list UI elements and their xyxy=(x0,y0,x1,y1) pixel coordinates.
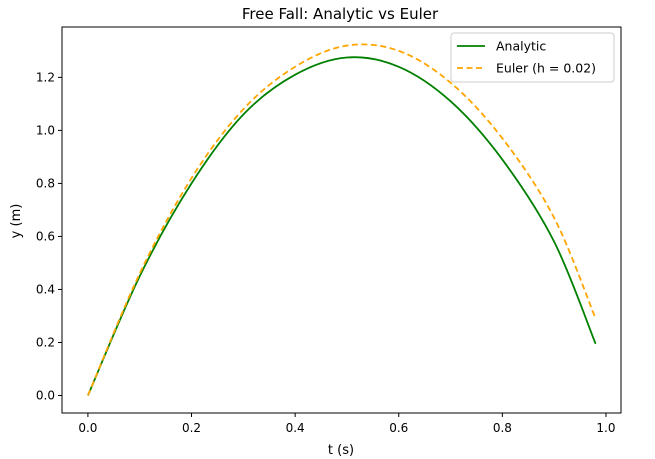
legend-label: Analytic xyxy=(496,39,546,54)
series-lines xyxy=(87,43,597,396)
legend-box xyxy=(450,32,615,83)
x-axis: 0.0 0.2 0.4 0.6 0.8 1.0 xyxy=(78,413,616,435)
series-line-0 xyxy=(87,56,597,396)
x-axis-label: t (s) xyxy=(328,443,354,458)
x-tick-label: 1.0 xyxy=(596,421,615,435)
y-tick-label: 0.6 xyxy=(36,229,55,243)
y-tick-label: 1.0 xyxy=(36,123,55,137)
y-tick-label: 0.0 xyxy=(36,389,55,403)
y-tick-label: 0.8 xyxy=(36,176,55,190)
x-tick-label: 0.0 xyxy=(78,421,97,435)
x-tick-label: 0.8 xyxy=(493,421,512,435)
y-tick-label: 0.2 xyxy=(36,335,55,349)
y-axis-label: y (m) xyxy=(9,204,24,239)
plot-area: 0.0 0.2 0.4 0.6 0.8 1.0 0.0 0.2 0.4 0.6 0.8 1.0 1.2 xyxy=(36,26,622,435)
x-tick-label: 0.2 xyxy=(182,421,201,435)
legend-label: Euler (h = 0.02) xyxy=(496,61,596,76)
y-tick-label: 0.4 xyxy=(36,282,55,296)
x-tick-label: 0.4 xyxy=(286,421,305,435)
y-tick-label: 1.2 xyxy=(36,70,55,84)
y-axis: 0.0 0.2 0.4 0.6 0.8 1.0 1.2 xyxy=(36,70,62,403)
legend: Analytic Euler (h = 0.02) xyxy=(450,32,615,83)
chart-title: Free Fall: Analytic vs Euler xyxy=(242,5,439,23)
x-tick-label: 0.6 xyxy=(389,421,408,435)
legend-entries: Analytic Euler (h = 0.02) xyxy=(457,39,596,76)
plot-frame xyxy=(61,26,622,414)
